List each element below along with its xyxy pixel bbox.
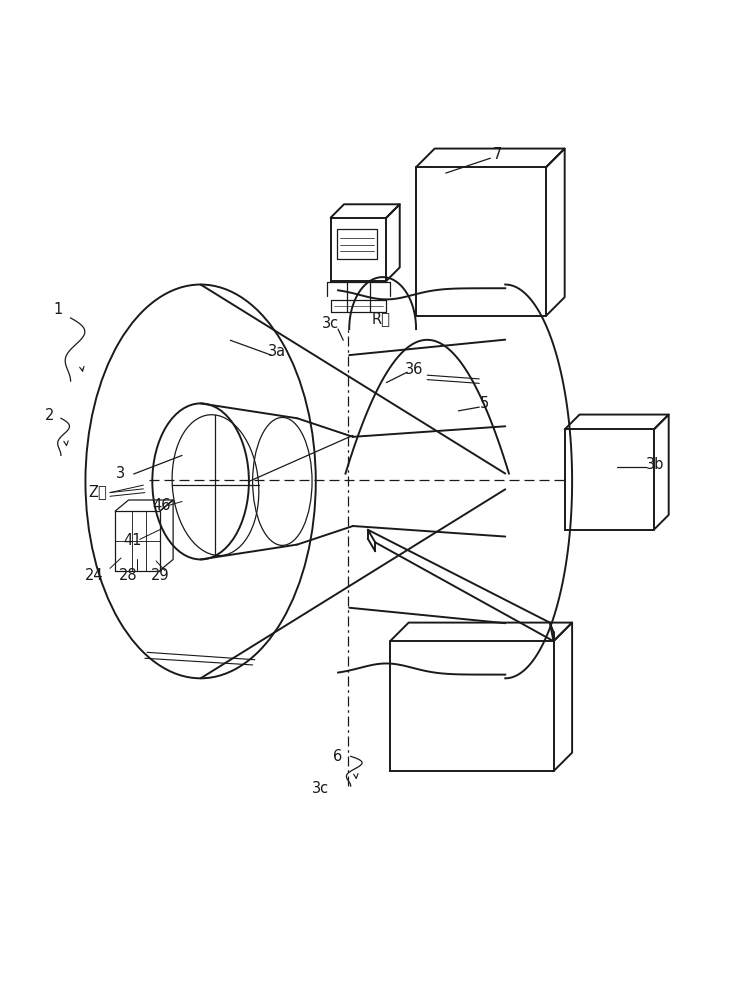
Text: 5: 5 — [480, 396, 489, 411]
Text: 28: 28 — [118, 568, 137, 583]
Text: 6: 6 — [334, 749, 343, 764]
Text: 3c: 3c — [312, 781, 330, 796]
Text: 41: 41 — [123, 533, 141, 548]
Text: 2: 2 — [45, 408, 54, 423]
Text: R面: R面 — [372, 311, 391, 326]
Text: 36: 36 — [406, 362, 424, 377]
Text: 3c: 3c — [322, 316, 340, 331]
Text: 7: 7 — [493, 147, 502, 162]
Text: 46: 46 — [153, 498, 171, 513]
Text: 24: 24 — [85, 568, 104, 583]
Text: 29: 29 — [150, 568, 169, 583]
Text: 3a: 3a — [268, 344, 286, 359]
Text: 3b: 3b — [646, 457, 664, 472]
Text: 3: 3 — [116, 466, 125, 481]
Text: Z軸: Z軸 — [88, 484, 108, 499]
Text: 1: 1 — [53, 302, 62, 317]
